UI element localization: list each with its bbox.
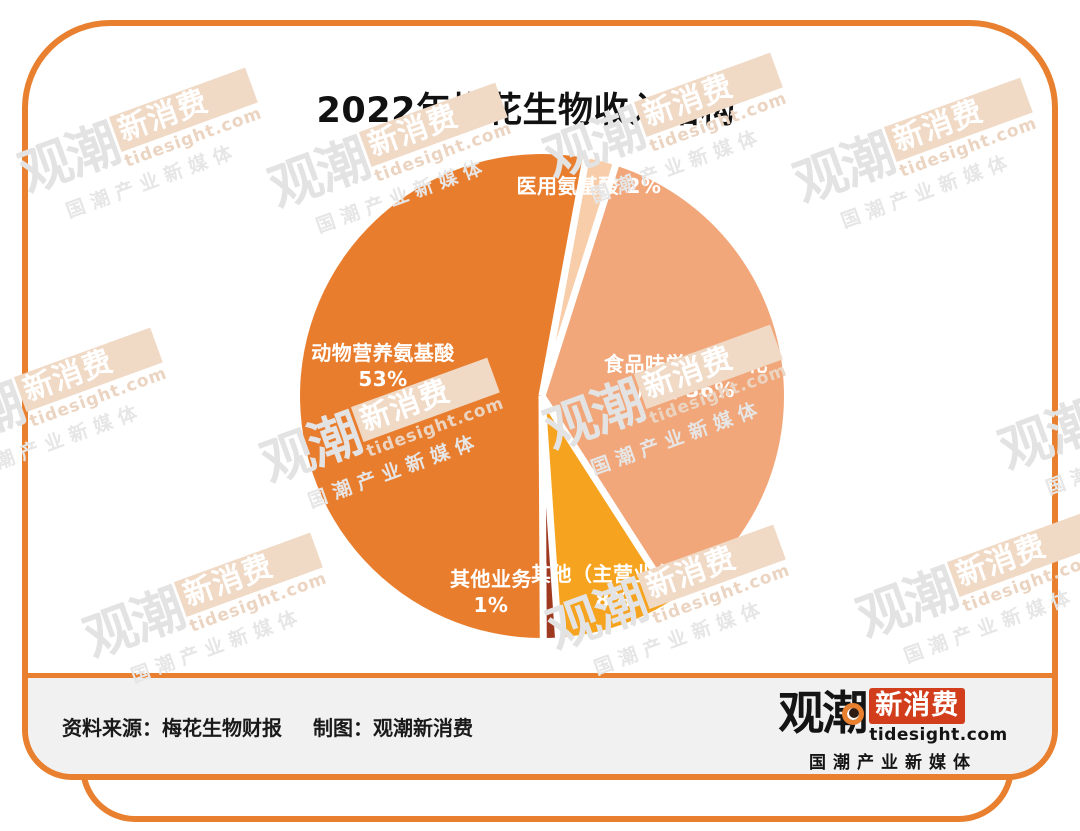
logo-tagline: 国潮产业新媒体 [809,753,977,774]
logo-xinxiaofei-badge: 新消费 [869,688,966,725]
credit-text: 制图：观潮新消费 [313,716,473,740]
brand-logo-top: 观潮 新消费 tidesight.com [778,688,1008,745]
camera-lens-icon [842,703,865,725]
logo-guanchao-text: 观潮 [778,688,868,739]
brand-logo: 观潮 新消费 tidesight.com 国潮产业新媒体 [778,688,1008,773]
logo-right-column: 新消费 tidesight.com [869,688,1007,745]
main-card [22,20,1058,780]
logo-domain-text: tidesight.com [869,725,1008,746]
source-text: 资料来源：梅花生物财报 [62,716,282,740]
chart-title: 2022年梅花生物收入结构 [316,91,736,131]
